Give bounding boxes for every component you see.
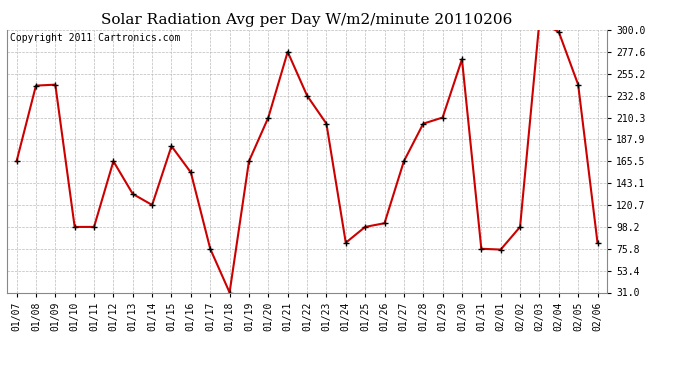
- Text: Copyright 2011 Cartronics.com: Copyright 2011 Cartronics.com: [10, 33, 180, 43]
- Title: Solar Radiation Avg per Day W/m2/minute 20110206: Solar Radiation Avg per Day W/m2/minute …: [101, 13, 513, 27]
